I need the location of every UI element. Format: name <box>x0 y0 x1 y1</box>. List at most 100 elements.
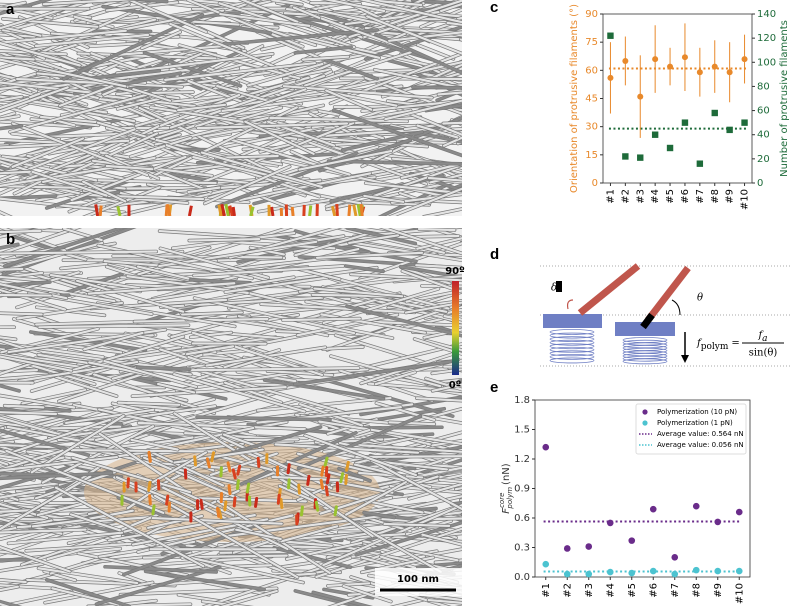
protrusive-filament <box>344 473 348 485</box>
filament <box>0 112 16 119</box>
filament <box>459 37 462 42</box>
filament <box>131 386 287 398</box>
filament <box>366 15 462 55</box>
filament <box>425 339 462 352</box>
filament <box>461 89 462 92</box>
panel-label: b <box>6 231 15 248</box>
filament <box>107 514 256 542</box>
filament <box>153 494 299 579</box>
filament <box>0 228 67 252</box>
panel-label: d <box>490 246 499 263</box>
filament <box>395 147 462 180</box>
filament <box>140 30 182 50</box>
filament <box>391 431 462 453</box>
filament <box>411 86 462 90</box>
y2-tick-label: 40 <box>757 130 770 141</box>
filament <box>239 172 372 202</box>
filament <box>0 41 81 67</box>
protrusive-filament <box>231 206 236 216</box>
protrusive-filament <box>98 205 103 216</box>
filament <box>235 528 282 541</box>
filament <box>59 262 108 270</box>
marker <box>651 131 659 138</box>
filament <box>363 194 405 203</box>
filament <box>0 280 116 303</box>
filament <box>0 170 31 175</box>
filament <box>25 542 142 552</box>
filament <box>0 275 48 283</box>
filament <box>116 96 166 111</box>
protrusive-filament <box>335 203 339 216</box>
filament <box>413 116 462 139</box>
filament <box>290 150 323 166</box>
filament <box>475 560 527 569</box>
filament <box>0 339 42 355</box>
y2-tick-label: 0 <box>757 178 763 189</box>
filament <box>416 452 462 470</box>
filament <box>0 253 60 263</box>
filaments-b <box>0 228 527 606</box>
filament <box>214 154 279 159</box>
legend-label: Average value: 0.056 nN <box>657 441 744 449</box>
filament <box>577 263 641 316</box>
filament <box>388 421 436 426</box>
filament <box>117 401 181 406</box>
filament <box>286 460 364 482</box>
filament <box>179 490 235 517</box>
protrusive-filament <box>147 480 152 492</box>
x-tick-label: #10 <box>740 189 751 210</box>
filament <box>151 516 283 525</box>
filament <box>143 51 242 88</box>
x-tick-label: #6 <box>648 583 659 598</box>
filament <box>3 404 45 409</box>
filament <box>196 122 349 130</box>
filament <box>103 359 198 388</box>
eq-denominator: sin(θ) <box>749 348 778 359</box>
filament <box>239 0 299 23</box>
x-tick-label: #1 <box>605 189 616 204</box>
filament <box>326 582 371 587</box>
filament <box>464 27 523 41</box>
filament <box>83 331 144 351</box>
filament <box>38 324 190 329</box>
filament <box>151 451 208 484</box>
protrusive-filament <box>330 205 337 216</box>
filament <box>129 136 192 158</box>
marker <box>649 567 657 575</box>
filament <box>0 210 12 216</box>
filament <box>358 471 424 479</box>
filament <box>456 140 462 146</box>
filament <box>337 467 372 482</box>
filament <box>181 311 244 316</box>
filament <box>185 345 235 356</box>
filament <box>0 362 34 375</box>
filament <box>137 421 306 431</box>
filament <box>260 303 416 314</box>
filament <box>452 366 462 370</box>
legend-swatch <box>642 420 648 426</box>
filament <box>367 163 436 178</box>
filament <box>149 106 276 128</box>
filament <box>185 127 248 141</box>
arrow <box>566 299 574 310</box>
filament <box>464 487 501 490</box>
filament <box>458 89 462 93</box>
x-tick-label: #8 <box>710 189 721 204</box>
filament <box>0 267 24 271</box>
filament <box>476 159 521 169</box>
filament <box>0 229 42 234</box>
filament <box>0 58 127 88</box>
protrusive-filament <box>300 505 304 517</box>
filament <box>322 478 394 494</box>
filament <box>112 336 277 362</box>
marker <box>542 443 550 451</box>
filament <box>154 436 194 445</box>
filament <box>301 55 350 61</box>
filament <box>363 426 444 430</box>
theta-label: θ <box>697 293 703 304</box>
filament <box>196 415 332 421</box>
filament <box>285 541 363 561</box>
filament <box>285 540 333 547</box>
filament <box>179 348 257 359</box>
marker <box>692 566 700 574</box>
